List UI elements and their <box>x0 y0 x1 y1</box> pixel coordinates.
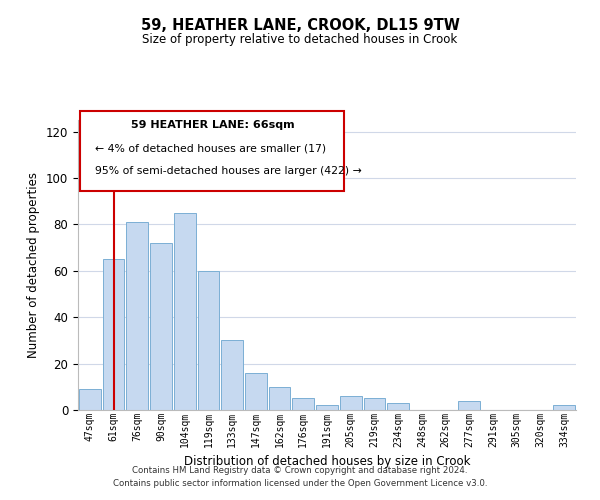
Bar <box>292 398 314 410</box>
Text: Size of property relative to detached houses in Crook: Size of property relative to detached ho… <box>142 32 458 46</box>
Bar <box>553 406 575 410</box>
Bar <box>103 259 124 410</box>
Bar <box>316 406 338 410</box>
Bar <box>197 271 220 410</box>
Text: Contains HM Land Registry data © Crown copyright and database right 2024.
Contai: Contains HM Land Registry data © Crown c… <box>113 466 487 487</box>
Bar <box>364 398 385 410</box>
FancyBboxPatch shape <box>80 112 344 191</box>
Text: ← 4% of detached houses are smaller (17): ← 4% of detached houses are smaller (17) <box>95 143 326 153</box>
Bar <box>150 243 172 410</box>
Bar <box>269 387 290 410</box>
Y-axis label: Number of detached properties: Number of detached properties <box>28 172 40 358</box>
Text: 59 HEATHER LANE: 66sqm: 59 HEATHER LANE: 66sqm <box>131 120 294 130</box>
Text: 59, HEATHER LANE, CROOK, DL15 9TW: 59, HEATHER LANE, CROOK, DL15 9TW <box>140 18 460 32</box>
Bar <box>174 213 196 410</box>
Bar <box>79 389 101 410</box>
Text: 95% of semi-detached houses are larger (422) →: 95% of semi-detached houses are larger (… <box>95 166 362 176</box>
X-axis label: Distribution of detached houses by size in Crook: Distribution of detached houses by size … <box>184 455 470 468</box>
Bar <box>458 400 480 410</box>
Bar <box>340 396 362 410</box>
Bar <box>221 340 243 410</box>
Bar <box>127 222 148 410</box>
Bar <box>245 373 267 410</box>
Bar <box>387 403 409 410</box>
